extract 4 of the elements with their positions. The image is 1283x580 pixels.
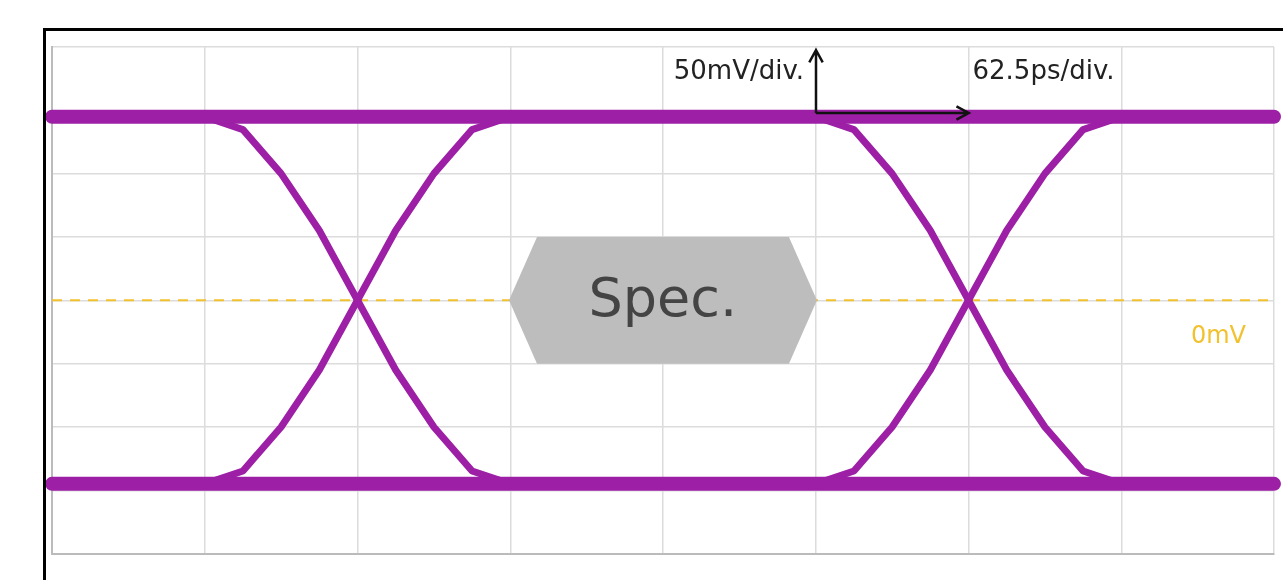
ref-line-label: 0mV: [1190, 320, 1247, 349]
text: 50mV/div.: [673, 55, 805, 85]
annotation: Spec.: [588, 266, 738, 330]
text: 62.5ps/div.: [972, 55, 1115, 85]
